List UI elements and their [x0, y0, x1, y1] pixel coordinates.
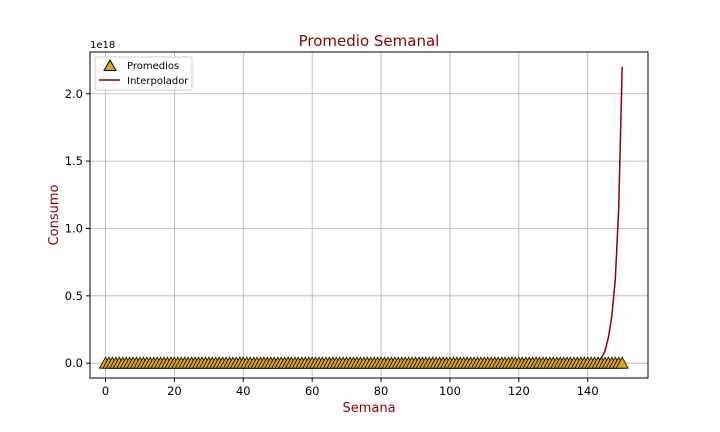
- x-axis-title: Semana: [342, 401, 395, 416]
- x-tick-label: 0: [102, 384, 109, 398]
- average-marker: [615, 356, 629, 369]
- axes: 0 20 40 60 80 100 120 140 0.0 0.5 1.0 1.5 2.0: [65, 87, 599, 398]
- legend-triangle-icon: [103, 58, 117, 71]
- y-tick-label: 1.5: [65, 154, 83, 168]
- x-tick-label: 140: [577, 384, 599, 398]
- y-tick-label: 0.0: [65, 356, 83, 370]
- x-tick-label: 40: [236, 384, 251, 398]
- x-tick-label: 60: [305, 384, 320, 398]
- legend-label-interpolador: Interpolador: [127, 76, 189, 87]
- y-axis-offset-label: 1e18: [90, 40, 115, 51]
- chart-title: Promedio Semanal: [299, 32, 440, 50]
- legend: Promedios Interpolador: [94, 56, 193, 91]
- x-tick-label: 20: [167, 384, 182, 398]
- plot-frame: [89, 51, 649, 379]
- legend-box: [94, 56, 193, 91]
- averages-series: [98, 356, 629, 369]
- x-tick-label: 100: [439, 384, 461, 398]
- x-tick-label: 120: [508, 384, 530, 398]
- legend-label-promedios: Promedios: [127, 61, 179, 72]
- y-tick-label: 0.5: [65, 289, 83, 303]
- x-tick-label: 80: [374, 384, 389, 398]
- y-axis-title: Consumo: [47, 185, 62, 246]
- y-tick-label: 2.0: [65, 87, 83, 101]
- y-tick-label: 1.0: [65, 221, 83, 235]
